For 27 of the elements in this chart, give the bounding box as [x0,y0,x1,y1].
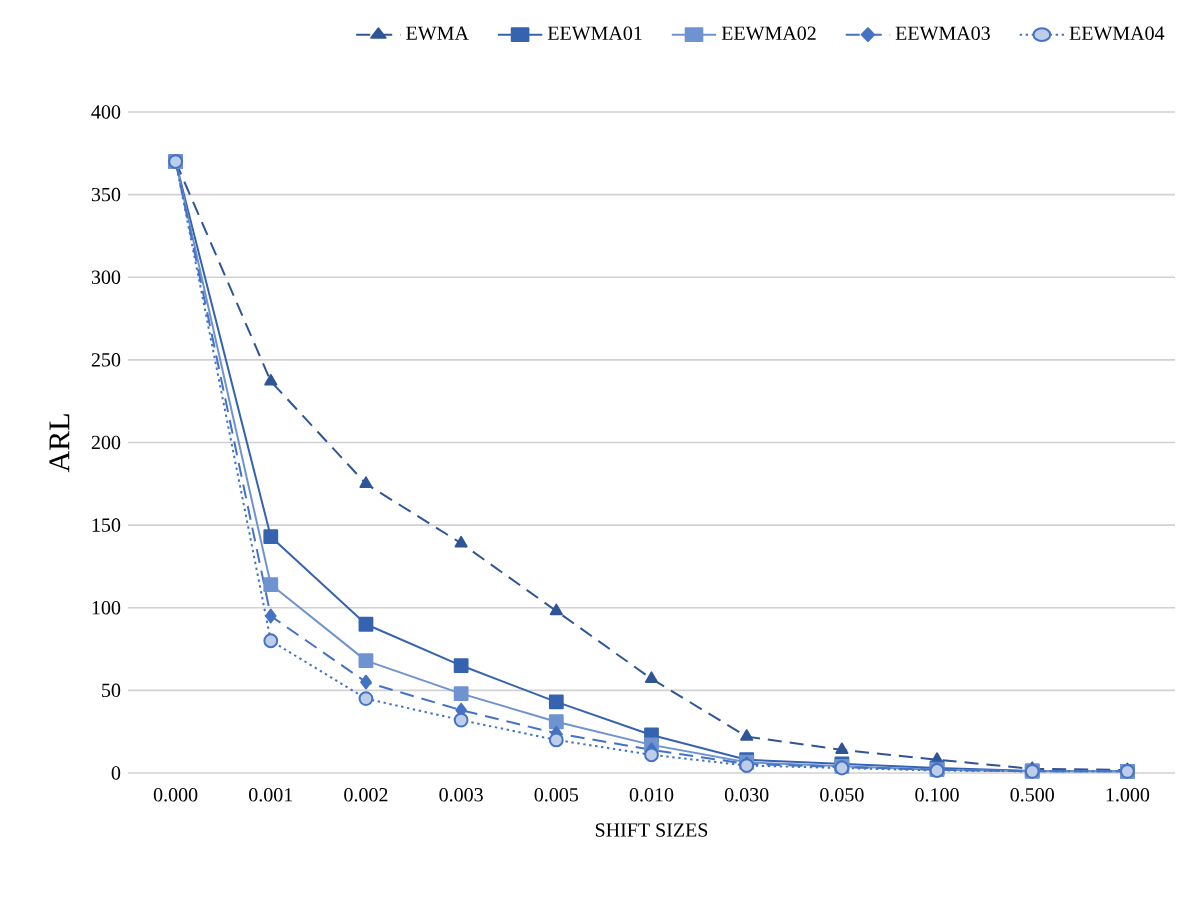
y-tick-label: 50 [102,683,121,698]
y-axis-title: ARL [49,414,70,473]
legend-label: EWMA [406,26,469,41]
x-tick-label: 0.050 [820,788,864,802]
y-tick-label: 100 [92,600,121,615]
x-tick-label: 0.000 [153,788,198,802]
legend-label: EEWMA04 [1069,26,1165,41]
legend-label: EEWMA02 [721,26,816,41]
y-tick-label: 150 [92,518,121,532]
x-tick-label: 0.100 [915,788,959,802]
y-tick-label: 350 [91,187,121,202]
x-tick-label: 0.030 [724,788,769,802]
x-tick-label: 0.500 [1010,788,1054,802]
y-tick-label: 250 [91,353,121,367]
legend-label: EEWMA03 [895,26,990,41]
x-tick-label: 0.003 [439,788,483,802]
legend-label: EEWMA01 [547,26,642,41]
y-tick-label: 0 [111,766,121,780]
x-tick-label: 0.005 [534,788,579,802]
x-tick-label: 1.000 [1106,788,1150,802]
x-tick-label: 0.002 [344,788,388,802]
x-axis-title: SHIFT SIZES [595,823,708,837]
x-tick-label: 0.010 [629,788,674,802]
y-tick-label: 300 [91,270,121,284]
y-tick-label: 400 [91,105,121,119]
y-tick-label: 200 [91,435,121,450]
x-tick-label: 0.001 [249,788,293,802]
